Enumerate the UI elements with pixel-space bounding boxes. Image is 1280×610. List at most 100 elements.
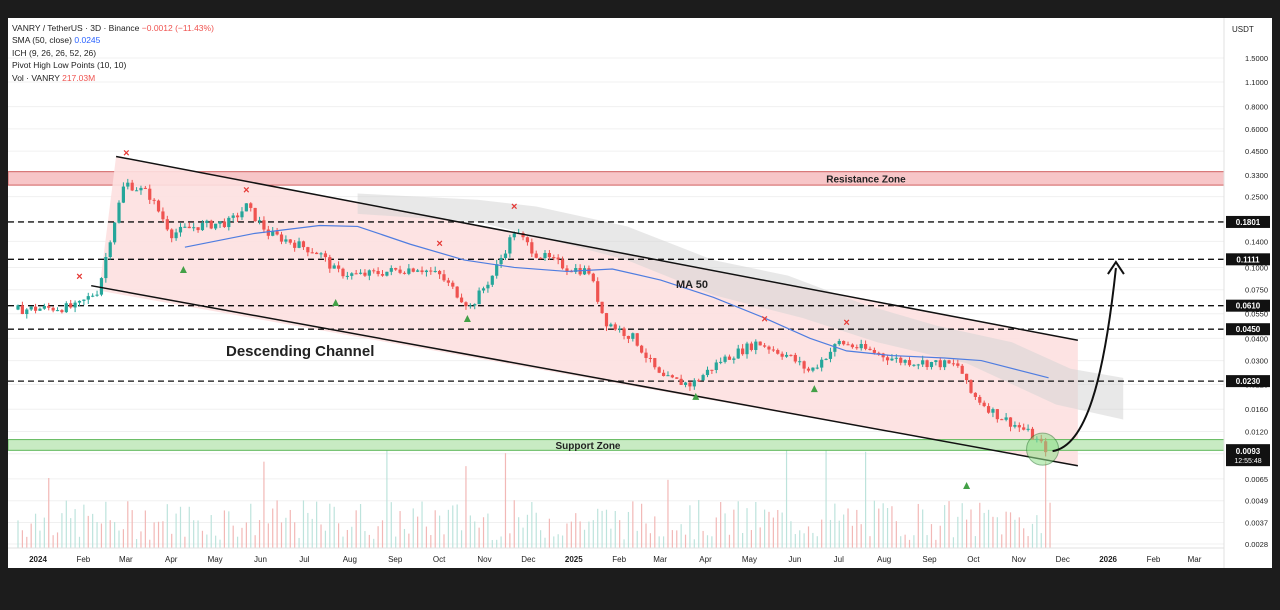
price-tick-0.6000: 0.6000 bbox=[1245, 125, 1268, 134]
price-chart[interactable]: Resistance Zone Support Zone × × × × × × × Descen… bbox=[8, 18, 1272, 568]
candle-body bbox=[815, 367, 819, 369]
candle-body bbox=[429, 270, 433, 272]
candle-body bbox=[99, 278, 104, 295]
candle-body bbox=[802, 361, 806, 369]
candle-body bbox=[767, 346, 771, 350]
candle-body bbox=[521, 233, 525, 238]
candle-body bbox=[846, 344, 850, 346]
candle-body bbox=[631, 333, 635, 339]
candle-body bbox=[358, 272, 363, 274]
candle-body bbox=[389, 268, 393, 272]
price-tick-0.8000: 0.8000 bbox=[1245, 103, 1268, 112]
candle-body bbox=[732, 358, 736, 360]
candle-body bbox=[885, 357, 890, 361]
time-tick-Aug: Aug bbox=[343, 555, 357, 564]
candle-body bbox=[688, 382, 692, 387]
candle-body bbox=[341, 268, 345, 277]
candle-body bbox=[372, 270, 376, 272]
candle-body bbox=[525, 237, 530, 243]
candle-body bbox=[301, 241, 306, 248]
candle-body bbox=[534, 253, 538, 258]
candle-body bbox=[156, 200, 161, 212]
pivot-high-marker: × bbox=[123, 147, 129, 159]
candle-body bbox=[697, 380, 701, 382]
candle-body bbox=[315, 252, 319, 255]
candle-body bbox=[117, 202, 121, 223]
chart-panel[interactable]: Resistance Zone Support Zone × × × × × × × Descen… bbox=[8, 18, 1272, 568]
candle-body bbox=[319, 253, 323, 255]
candle-body bbox=[323, 253, 328, 258]
candle-body bbox=[20, 305, 24, 315]
price-tick-0.2500: 0.2500 bbox=[1245, 193, 1268, 202]
candle-body bbox=[754, 341, 758, 350]
ichimoku-cloud bbox=[357, 193, 1124, 420]
candle-body bbox=[240, 211, 244, 218]
candle-body bbox=[503, 253, 508, 258]
level-tag-0.0230: 0.0230 bbox=[1236, 377, 1261, 386]
candle-body bbox=[960, 365, 964, 374]
price-tick-0.0160: 0.0160 bbox=[1245, 405, 1268, 414]
time-tick-Dec: Dec bbox=[1056, 555, 1070, 564]
candle-body bbox=[1000, 419, 1004, 421]
candle-body bbox=[859, 343, 863, 349]
candle-body bbox=[1008, 417, 1013, 427]
candle-body bbox=[253, 207, 257, 222]
candle-body bbox=[820, 359, 824, 368]
candle-body bbox=[91, 295, 95, 297]
candle-body bbox=[635, 333, 639, 346]
candle-body bbox=[780, 353, 784, 357]
candle-body bbox=[148, 188, 152, 200]
time-tick-Jun: Jun bbox=[254, 555, 267, 564]
candle-body bbox=[187, 226, 191, 229]
candle-body bbox=[556, 257, 560, 260]
channel-lower-line bbox=[91, 284, 1078, 467]
resistance-zone-label: Resistance Zone bbox=[826, 174, 906, 185]
candle-body bbox=[701, 375, 705, 381]
time-tick-May: May bbox=[208, 555, 223, 564]
candle-body bbox=[490, 275, 494, 285]
candle-body bbox=[139, 187, 143, 191]
candle-body bbox=[134, 190, 139, 192]
candle-body bbox=[275, 231, 279, 235]
candle-body bbox=[486, 284, 490, 289]
candle-body bbox=[771, 349, 775, 351]
time-tick-May: May bbox=[742, 555, 757, 564]
candle-body bbox=[209, 220, 213, 229]
candle-body bbox=[512, 233, 516, 238]
time-tick-Mar: Mar bbox=[653, 555, 667, 564]
price-tick-0.0750: 0.0750 bbox=[1245, 286, 1268, 295]
candle-body bbox=[262, 220, 266, 230]
legend-vol-row: Vol · VANRY 217.03M bbox=[12, 72, 214, 84]
time-tick-Apr: Apr bbox=[699, 555, 712, 564]
candle-body bbox=[481, 288, 486, 291]
candle-body bbox=[978, 396, 982, 403]
candle-body bbox=[640, 345, 644, 353]
candle-body bbox=[912, 364, 916, 366]
level-tag-bg bbox=[1226, 323, 1270, 336]
candle-body bbox=[806, 368, 811, 371]
price-tick-1.5000: 1.5000 bbox=[1245, 54, 1268, 63]
level-tag-0.1111: 0.1111 bbox=[1236, 255, 1260, 264]
candle-body bbox=[235, 215, 240, 218]
candle-body bbox=[328, 257, 332, 269]
legend-vol-label: Vol · VANRY bbox=[12, 72, 60, 83]
candle-body bbox=[192, 227, 196, 229]
candle-body bbox=[407, 268, 411, 274]
candle-body bbox=[402, 272, 407, 274]
time-tick-Jul: Jul bbox=[299, 555, 309, 564]
candle-body bbox=[183, 226, 187, 228]
candle-body bbox=[82, 299, 86, 301]
candle-body bbox=[420, 270, 424, 273]
candle-body bbox=[69, 303, 73, 308]
candle-body bbox=[657, 367, 661, 373]
time-tick-Sep: Sep bbox=[388, 555, 403, 564]
price-tick-0.4500: 0.4500 bbox=[1245, 147, 1268, 156]
candle-body bbox=[600, 301, 604, 314]
price-tick-0.0550: 0.0550 bbox=[1245, 310, 1268, 319]
candle-body bbox=[973, 392, 977, 397]
candle-body bbox=[995, 409, 999, 420]
candle-body bbox=[762, 345, 767, 347]
candle-body bbox=[986, 406, 991, 413]
pivot-low-marker bbox=[810, 385, 818, 393]
candle-body bbox=[938, 360, 942, 368]
